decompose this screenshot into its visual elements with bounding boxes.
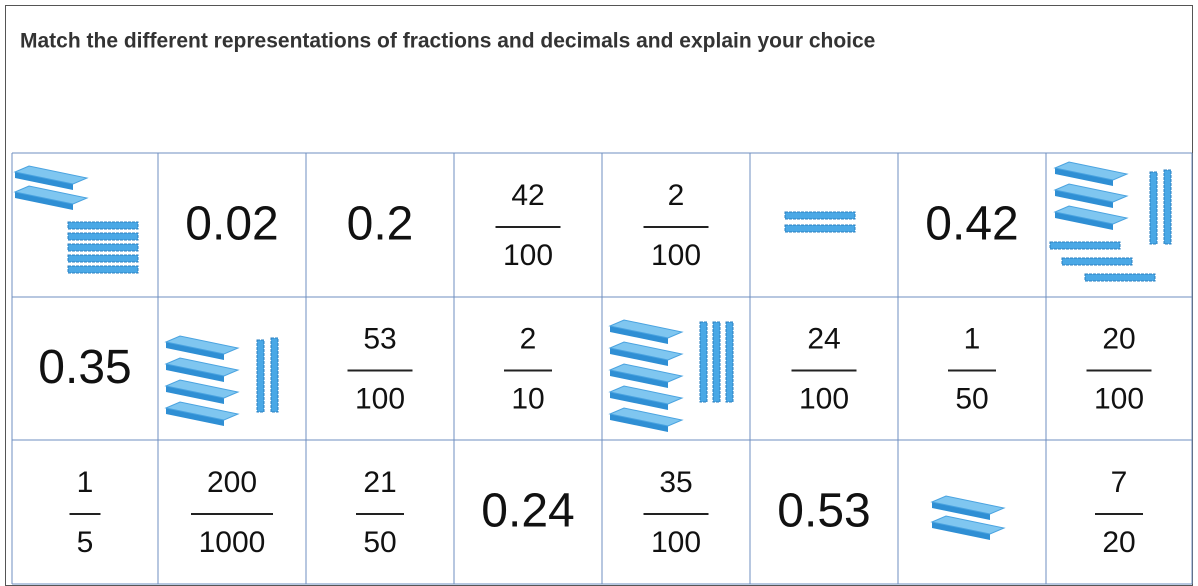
flat-side (610, 414, 668, 432)
denominator: 100 (503, 239, 553, 272)
numerator: 1 (77, 466, 94, 499)
flat-top (608, 363, 684, 383)
flat-top (164, 335, 240, 355)
title: Match the different representations of f… (20, 30, 875, 53)
rod (67, 232, 139, 241)
rod (1163, 169, 1172, 245)
rod (1149, 171, 1158, 245)
numerator: 20 (1102, 322, 1135, 355)
numerator: 2 (668, 179, 685, 212)
flat-side (166, 342, 224, 360)
denominator: 100 (799, 382, 849, 415)
rod (784, 211, 856, 220)
flat-side (932, 502, 990, 520)
decimal: 0.24 (481, 485, 574, 538)
decimal: 0.53 (777, 485, 870, 538)
flat-side (166, 364, 224, 382)
flat-top (930, 515, 1006, 535)
denominator: 100 (355, 382, 405, 415)
flat-top (608, 385, 684, 405)
denominator: 20 (1102, 526, 1135, 559)
denominator: 100 (651, 239, 701, 272)
flat-side (610, 392, 668, 410)
flat-side (1055, 212, 1113, 230)
flat-top (164, 401, 240, 421)
flat-top (1053, 161, 1129, 181)
flat-top (164, 379, 240, 399)
numerator: 7 (1111, 466, 1128, 499)
flat-top (13, 165, 89, 185)
flat-side (610, 326, 668, 344)
rod (1061, 257, 1133, 266)
rod (784, 224, 856, 233)
numerator: 42 (511, 179, 544, 212)
flat-side (15, 192, 73, 210)
rod (67, 265, 139, 274)
rod (270, 337, 279, 413)
numerator: 21 (363, 466, 396, 499)
flat-top (608, 407, 684, 427)
flat-side (166, 386, 224, 404)
rod (256, 339, 265, 413)
denominator: 50 (363, 526, 396, 559)
rod (699, 321, 708, 403)
rod (725, 321, 734, 403)
denominator: 100 (1094, 382, 1144, 415)
flat-side (610, 348, 668, 366)
numerator: 24 (807, 322, 840, 355)
flat-top (13, 185, 89, 205)
flat-side (610, 370, 668, 388)
rod (712, 321, 721, 403)
decimal: 0.35 (38, 341, 131, 394)
flat-top (608, 319, 684, 339)
denominator: 1000 (199, 526, 266, 559)
flat-side (932, 522, 990, 540)
rod (67, 221, 139, 230)
flat-side (15, 172, 73, 190)
denominator: 10 (511, 382, 544, 415)
numerator: 2 (520, 322, 537, 355)
denominator: 5 (77, 526, 94, 559)
flat-top (608, 341, 684, 361)
flat-top (1053, 183, 1129, 203)
flat-side (1055, 168, 1113, 186)
denominator: 100 (651, 526, 701, 559)
flat-side (1055, 190, 1113, 208)
flat-top (164, 357, 240, 377)
rod (1049, 241, 1121, 250)
rod (1084, 273, 1156, 282)
numerator: 35 (659, 466, 692, 499)
flat-top (1053, 205, 1129, 225)
frame (5, 5, 1193, 586)
numerator: 1 (964, 322, 981, 355)
decimal: 0.42 (925, 198, 1018, 251)
decimal: 0.2 (347, 198, 414, 251)
flat-top (930, 495, 1006, 515)
flat-side (166, 408, 224, 426)
numerator: 53 (363, 322, 396, 355)
rod (67, 254, 139, 263)
numerator: 200 (207, 466, 257, 499)
denominator: 50 (955, 382, 988, 415)
decimal: 0.02 (185, 198, 278, 251)
rod (67, 243, 139, 252)
